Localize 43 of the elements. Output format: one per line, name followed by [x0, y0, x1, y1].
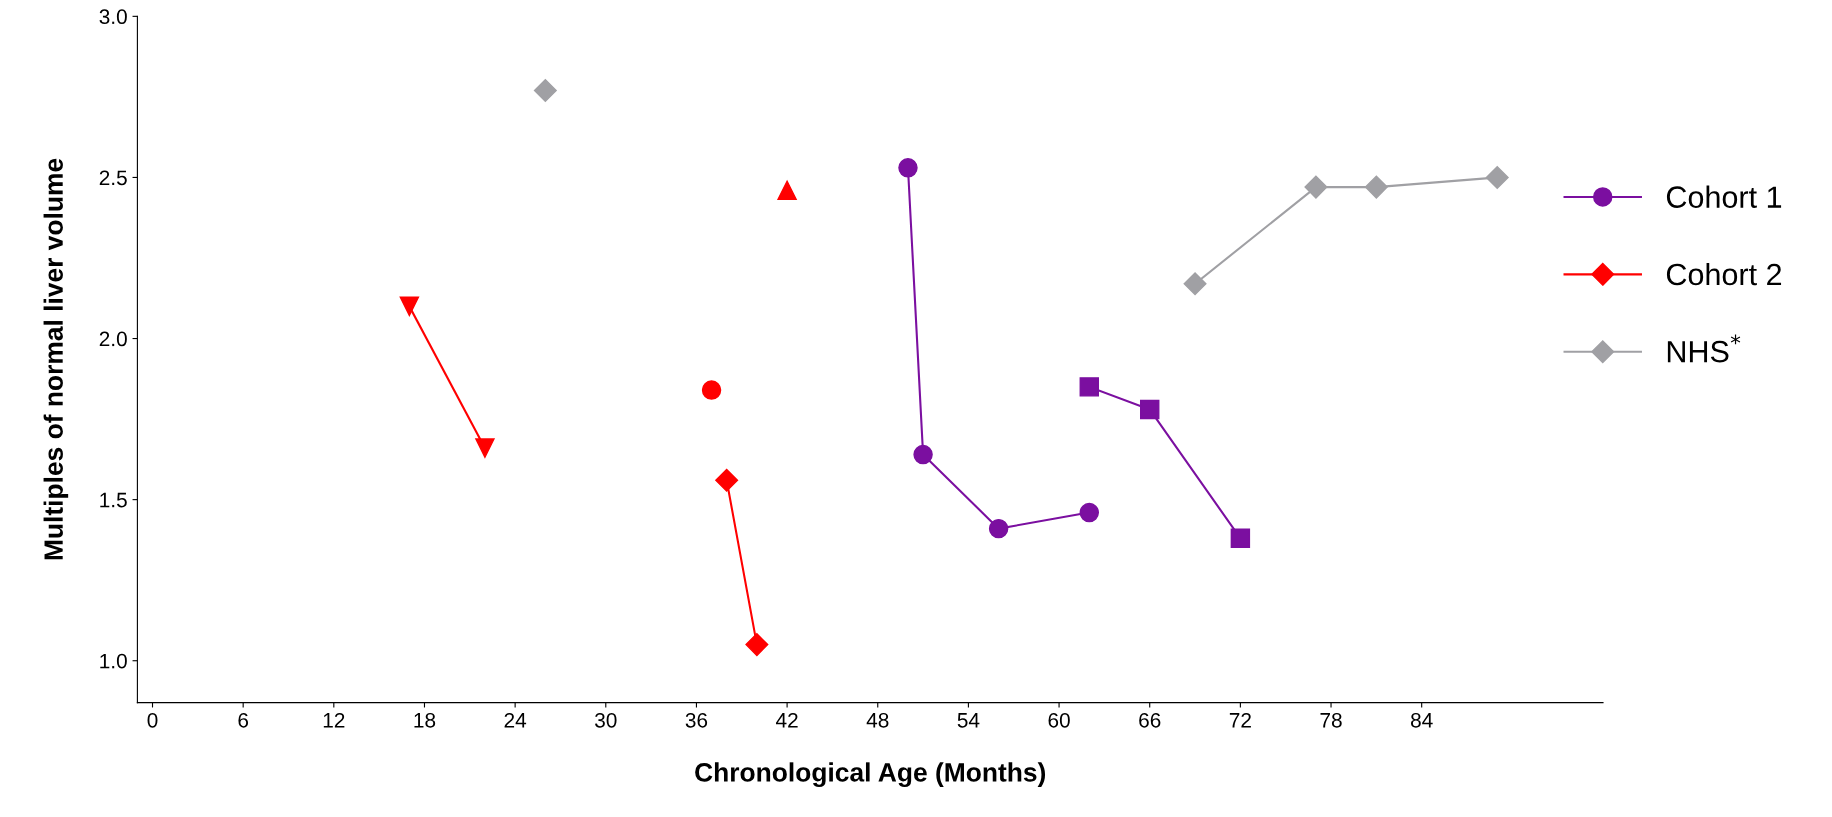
point: [1485, 165, 1509, 189]
point: [1079, 502, 1100, 523]
legend-label: Cohort 2: [1666, 262, 1782, 286]
x-tick-label: 60: [1048, 712, 1070, 728]
point: [1079, 377, 1100, 397]
point: [777, 180, 797, 201]
y-tick-label: 3.0: [99, 9, 127, 25]
point: [913, 444, 933, 465]
point: [1304, 175, 1328, 199]
point: [1230, 528, 1251, 549]
x-tick-label: 66: [1139, 712, 1161, 728]
y-tick-label: 1.5: [100, 492, 127, 508]
point: [898, 158, 918, 178]
x-axis-title: Chronological Age (Months): [695, 762, 1046, 788]
x-tick-label: 6: [238, 712, 249, 728]
x-tick-label: 84: [1411, 712, 1433, 728]
x-tick-label: 0: [147, 712, 158, 728]
y-axis-title: Multiples of normal liver volume: [43, 158, 69, 560]
legend-label: NHS$^{*}$: [1667, 334, 1741, 363]
point: [988, 518, 1009, 539]
x-tick-label: 30: [595, 712, 617, 728]
y-tick-label: 2.0: [99, 331, 127, 347]
x-tick-label: 36: [685, 712, 708, 728]
point: [701, 380, 722, 400]
x-tick-label: 54: [957, 713, 980, 728]
x-tick-label: 78: [1320, 712, 1342, 728]
x-tick-label: 18: [414, 712, 436, 728]
point: [1139, 399, 1160, 420]
x-tick-label: 24: [504, 712, 527, 728]
point: [399, 296, 420, 317]
point: [745, 633, 769, 657]
y-tick-label: 2.5: [99, 170, 127, 186]
x-tick-label: 72: [1229, 712, 1251, 728]
point: [1364, 175, 1388, 199]
x-tick-label: 48: [866, 712, 889, 728]
x-tick-label: 42: [775, 712, 798, 728]
legend-label: Cohort 1: [1666, 185, 1782, 208]
point: [475, 438, 495, 458]
y-tick-label: 1.0: [100, 653, 127, 669]
x-tick-label: 12: [323, 712, 345, 728]
point: [715, 468, 739, 492]
point: [533, 78, 557, 102]
point: [1183, 272, 1207, 296]
